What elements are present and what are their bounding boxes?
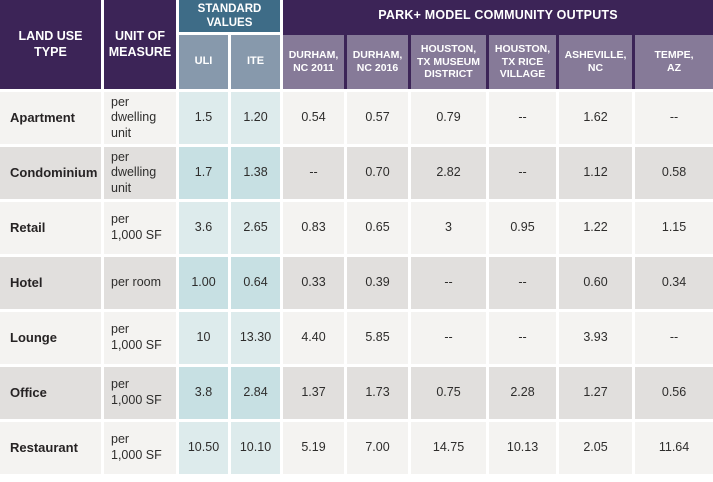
unit-cell: per dwelling unit [104,147,176,199]
park-model-outputs-header: PARK+ MODEL COMMUNITY OUTPUTS [283,0,713,32]
unit-cell: per 1,000 SF [104,312,176,364]
uli-value-cell: 10 [179,312,228,364]
land-use-cell: Lounge [0,312,101,364]
output-value-cell: -- [489,312,557,364]
ite-value-cell: 13.30 [231,312,281,364]
uli-column-header: ULI [179,35,228,89]
unit-cell: per 1,000 SF [104,202,176,254]
city-column-header-asheville: ASHEVILLE, NC [559,35,633,89]
output-value-cell: 0.95 [489,202,557,254]
table-row: Apartment per dwelling unit 1.5 1.20 0.54 0.5… [0,92,713,144]
output-value-cell: -- [489,257,557,309]
output-value-cell: 0.65 [347,202,409,254]
ite-column-header: ITE [231,35,281,89]
land-use-cell: Retail [0,202,101,254]
output-value-cell: 1.73 [347,367,409,419]
table-row: Office per 1,000 SF 3.8 2.84 1.37 1.73 0.75 2.2… [0,367,713,419]
unit-cell: per 1,000 SF [104,367,176,419]
output-value-cell: 5.19 [283,422,345,474]
ite-value-cell: 2.65 [231,202,281,254]
output-value-cell: 0.57 [347,92,409,144]
uli-value-cell: 1.5 [179,92,228,144]
output-value-cell: 1.62 [559,92,633,144]
output-value-cell: 1.22 [559,202,633,254]
output-value-cell: 3 [411,202,487,254]
land-use-cell: Condominium [0,147,101,199]
ite-value-cell: 0.64 [231,257,281,309]
city-column-header-durham-2011: DURHAM, NC 2011 [283,35,345,89]
unit-of-measure-header: UNIT OF MEASURE [104,0,176,89]
uli-value-cell: 3.6 [179,202,228,254]
city-column-header-houston-museum: HOUSTON, TX MUSEUM DISTRICT [411,35,487,89]
table-row: Restaurant per 1,000 SF 10.50 10.10 5.19 7.00… [0,422,713,474]
city-column-header-houston-rice: HOUSTON, TX RICE VILLAGE [489,35,557,89]
output-value-cell: 3.93 [559,312,633,364]
city-column-header-durham-2016: DURHAM, NC 2016 [347,35,409,89]
output-value-cell: -- [489,147,557,199]
output-value-cell: -- [283,147,345,199]
output-value-cell: 1.27 [559,367,633,419]
uli-value-cell: 3.8 [179,367,228,419]
output-value-cell: 5.85 [347,312,409,364]
land-use-type-header: LAND USE TYPE [0,0,101,89]
table-row: Condominium per dwelling unit 1.7 1.38 -- 0.7… [0,147,713,199]
output-value-cell: -- [635,312,713,364]
output-value-cell: -- [411,257,487,309]
land-use-cell: Apartment [0,92,101,144]
output-value-cell: 0.60 [559,257,633,309]
output-value-cell: 2.28 [489,367,557,419]
unit-cell: per room [104,257,176,309]
output-value-cell: 0.34 [635,257,713,309]
land-use-cell: Office [0,367,101,419]
land-use-cell: Hotel [0,257,101,309]
table-row: Retail per 1,000 SF 3.6 2.65 0.83 0.65 3 0.95 1.… [0,202,713,254]
ite-value-cell: 1.20 [231,92,281,144]
output-value-cell: 2.82 [411,147,487,199]
output-value-cell: 1.37 [283,367,345,419]
table-body: Apartment per dwelling unit 1.5 1.20 0.54 0.5… [0,92,713,474]
ite-value-cell: 2.84 [231,367,281,419]
output-value-cell: -- [489,92,557,144]
output-value-cell: 2.05 [559,422,633,474]
output-value-cell: 0.79 [411,92,487,144]
output-value-cell: 0.83 [283,202,345,254]
unit-cell: per 1,000 SF [104,422,176,474]
unit-cell: per dwelling unit [104,92,176,144]
uli-value-cell: 10.50 [179,422,228,474]
output-value-cell: 0.54 [283,92,345,144]
uli-value-cell: 1.7 [179,147,228,199]
output-value-cell: 1.12 [559,147,633,199]
output-value-cell: 7.00 [347,422,409,474]
output-value-cell: 0.39 [347,257,409,309]
output-value-cell: 10.13 [489,422,557,474]
output-value-cell: 0.70 [347,147,409,199]
output-value-cell: 1.15 [635,202,713,254]
land-use-cell: Restaurant [0,422,101,474]
ite-value-cell: 1.38 [231,147,281,199]
output-value-cell: 4.40 [283,312,345,364]
standard-values-header: STANDARD VALUES [179,0,281,32]
uli-value-cell: 1.00 [179,257,228,309]
output-value-cell: 0.75 [411,367,487,419]
output-value-cell: -- [635,92,713,144]
output-value-cell: 11.64 [635,422,713,474]
header-sub-row: ULI ITE DURHAM, NC 2011 DURHAM, NC 2016 … [0,35,713,89]
table-row: Lounge per 1,000 SF 10 13.30 4.40 5.85 -- -- 3.9… [0,312,713,364]
city-column-header-tempe: TEMPE, AZ [635,35,713,89]
output-value-cell: 0.33 [283,257,345,309]
output-value-cell: 0.56 [635,367,713,419]
ite-value-cell: 10.10 [231,422,281,474]
table-row: Hotel per room 1.00 0.64 0.33 0.39 -- -- 0.60 0.3… [0,257,713,309]
output-value-cell: -- [411,312,487,364]
header-group-row: LAND USE TYPE UNIT OF MEASURE STANDARD V… [0,0,713,89]
output-value-cell: 0.58 [635,147,713,199]
output-value-cell: 14.75 [411,422,487,474]
